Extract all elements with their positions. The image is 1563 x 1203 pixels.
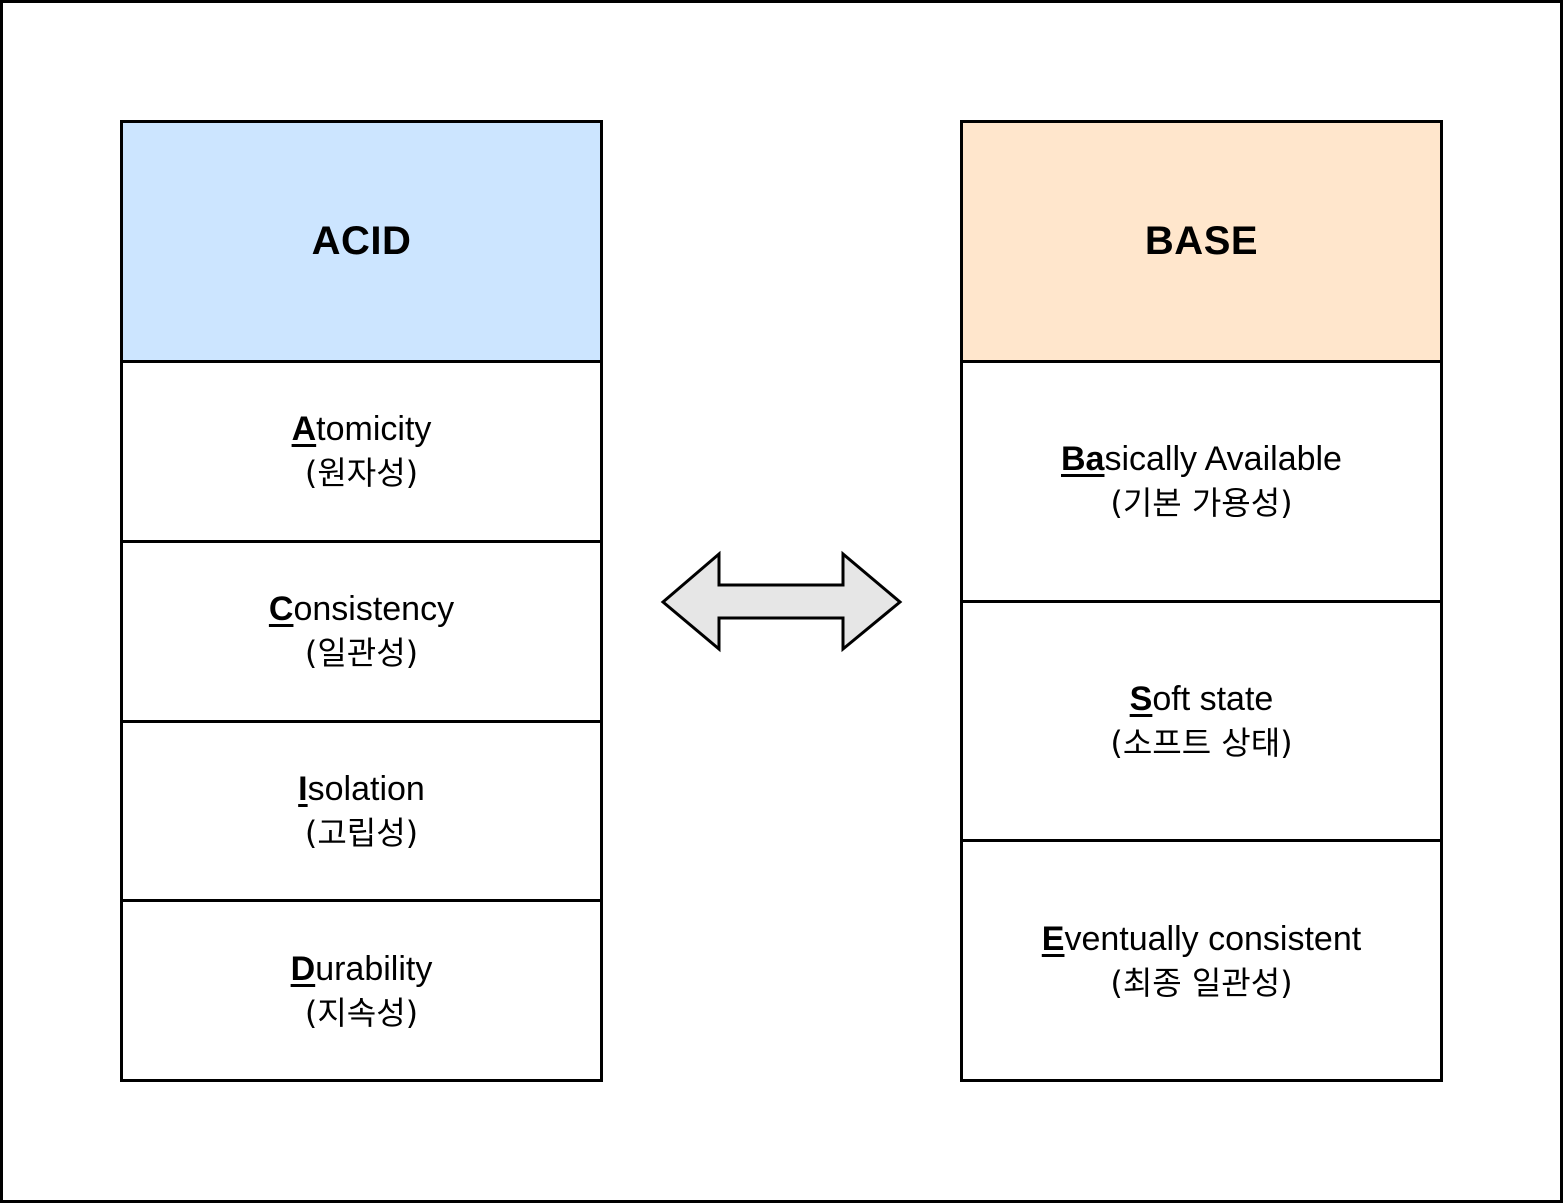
acid-item-korean: (지속성) bbox=[304, 993, 419, 1032]
acid-item-korean: (원자성) bbox=[304, 454, 419, 493]
acid-item-consistency: Consistency (일관성) bbox=[123, 543, 600, 723]
base-column: BASE Basically Available (기본 가용성) Soft s… bbox=[960, 120, 1443, 1082]
double-headed-arrow-shape bbox=[660, 550, 903, 653]
base-title: BASE bbox=[1144, 219, 1259, 263]
base-header: BASE bbox=[963, 123, 1440, 363]
acid-title: ACID bbox=[311, 219, 412, 263]
base-item-korean: (최종 일관성) bbox=[1110, 963, 1293, 1002]
double-headed-arrow-icon bbox=[660, 550, 903, 653]
base-item-rest: oft state bbox=[1152, 680, 1274, 718]
base-item-rest: sically Available bbox=[1104, 440, 1342, 479]
acid-header: ACID bbox=[123, 123, 600, 363]
base-item-basically-available: Basically Available (기본 가용성) bbox=[963, 363, 1440, 603]
acid-item-durability: Durability (지속성) bbox=[123, 902, 600, 1079]
acid-item-atomicity: Atomicity (원자성) bbox=[123, 363, 600, 543]
base-item-key: E bbox=[1041, 919, 1065, 958]
acid-item-key: A bbox=[291, 410, 317, 449]
acid-item-key: I bbox=[298, 769, 308, 808]
acid-item-korean: (고립성) bbox=[304, 813, 419, 852]
acid-item-key: C bbox=[268, 590, 294, 629]
base-item-soft-state: Soft state (소프트 상태) bbox=[963, 603, 1440, 843]
acid-item-rest: tomicity bbox=[316, 410, 432, 449]
acid-item-korean: (일관성) bbox=[304, 634, 419, 673]
acid-item-isolation: Isolation (고립성) bbox=[123, 723, 600, 903]
acid-item-rest: urability bbox=[315, 949, 433, 988]
acid-item-term: Isolation bbox=[298, 767, 425, 811]
base-item-key: S bbox=[1129, 680, 1153, 718]
base-item-korean: (기본 가용성) bbox=[1110, 484, 1293, 523]
base-item-term: Basically Available bbox=[1061, 437, 1342, 481]
base-item-eventually-consistent: Eventually consistent (최종 일관성) bbox=[963, 842, 1440, 1079]
acid-item-term: Durability bbox=[291, 947, 433, 991]
acid-column: ACID Atomicity (원자성) Consistency (일관성) I… bbox=[120, 120, 603, 1082]
acid-item-rest: solation bbox=[307, 769, 425, 808]
base-item-term: Eventually consistent bbox=[1042, 917, 1361, 961]
base-item-korean: (소프트 상태) bbox=[1110, 724, 1293, 762]
base-item-term: Soft state bbox=[1130, 677, 1274, 721]
acid-item-term: Atomicity bbox=[292, 407, 432, 451]
base-item-rest: ventually consistent bbox=[1064, 919, 1362, 958]
base-item-key: Ba bbox=[1061, 440, 1105, 479]
acid-item-key: D bbox=[290, 949, 316, 988]
acid-item-rest: onsistency bbox=[293, 590, 455, 629]
acid-item-term: Consistency bbox=[269, 587, 454, 631]
